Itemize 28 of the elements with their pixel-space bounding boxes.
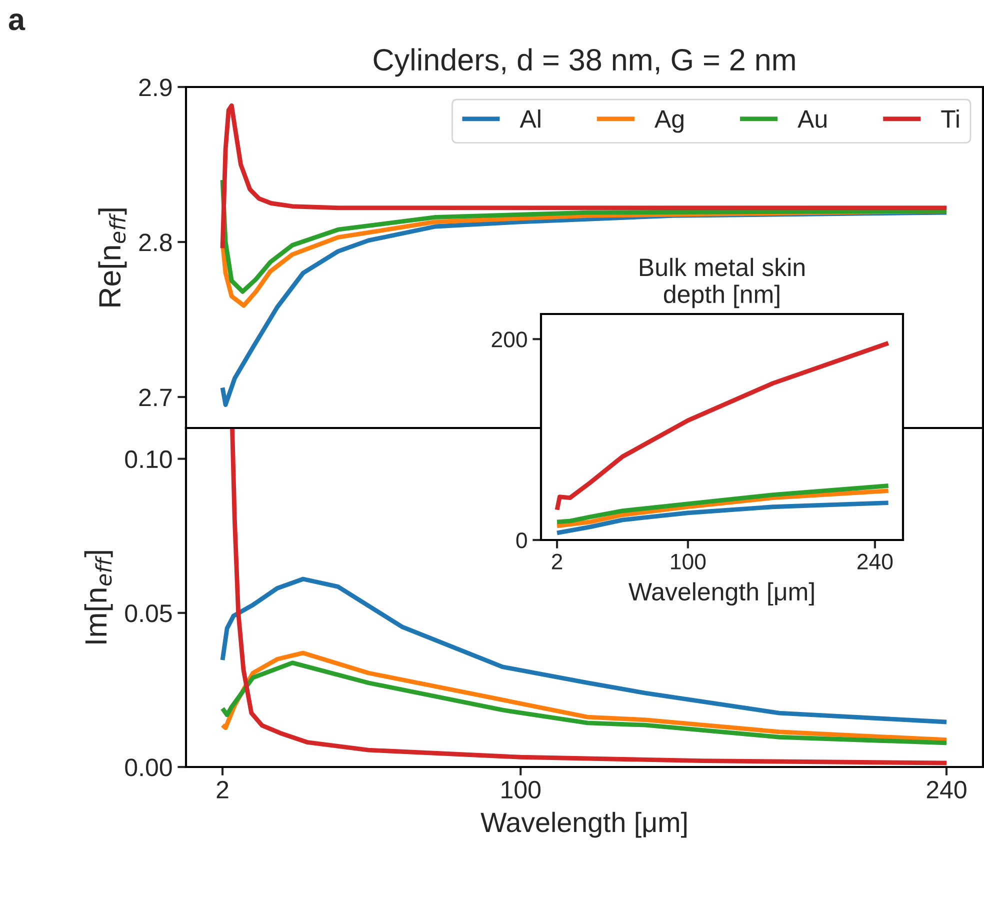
y-tick-label: 0 <box>516 532 527 548</box>
y-tick-label: 0.00 <box>125 758 172 776</box>
chart-title: Cylinders, d = 38 nm, G = 2 nm <box>374 48 795 77</box>
y-tick-label: 2.7 <box>139 388 172 406</box>
text: a <box>8 14 26 30</box>
x-tick-label: 2 <box>552 554 562 570</box>
x-tick-label: 240 <box>926 780 966 799</box>
chart-title: Bulk metal skin depth [nm] <box>640 258 804 308</box>
x-tick-label: 100 <box>502 780 540 799</box>
x-tick-label: 240 <box>858 554 893 570</box>
line-series <box>220 576 949 724</box>
legend-label: Au <box>798 110 826 128</box>
x-axis-title: Wavelength [μm] <box>628 582 814 606</box>
y-tick-label: 200 <box>492 332 527 348</box>
line-series <box>230 428 949 766</box>
y-tick-label: 0.10 <box>125 450 172 468</box>
x-axis-title: Wavelength [μm] <box>480 812 686 838</box>
y-tick-label: 2.8 <box>139 234 172 252</box>
line-series <box>554 340 891 512</box>
x-tick-label: 100 <box>671 554 706 570</box>
y-tick-label: 0.05 <box>125 604 172 622</box>
y-axis-title: Re[n$_{eff}$] <box>98 208 127 306</box>
y-tick-label: 2.9 <box>139 78 172 96</box>
legend-label: Ti <box>941 110 959 128</box>
legend-label: Al <box>520 110 540 128</box>
y-axis-title: Im[n$_{eff}$] <box>84 551 113 644</box>
x-tick-label: 2 <box>216 780 228 798</box>
legend-label: Ag <box>654 110 684 133</box>
